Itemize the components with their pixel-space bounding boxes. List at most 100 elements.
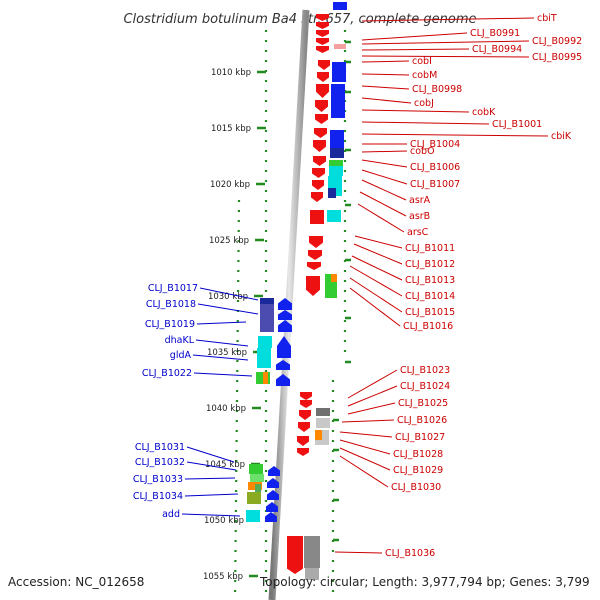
accession-text: Accession: NC_012658 [8, 575, 144, 589]
gene-label-left: CLJ_B1033 [133, 474, 183, 485]
leader-line [347, 369, 398, 399]
gene-arrow-reverse [300, 400, 312, 408]
gene-box [329, 160, 343, 166]
gene-box [330, 130, 344, 148]
gene-arrow-forward [265, 512, 277, 522]
gene-box [328, 188, 336, 198]
gene-box [255, 484, 261, 492]
gene-box [246, 510, 260, 522]
gene-label-right: CLJ_B1028 [393, 449, 443, 460]
gene-label-right: CLJ_B1015 [405, 307, 455, 318]
gene-box [257, 348, 271, 368]
gene-box [329, 166, 343, 176]
leader-line [339, 431, 393, 438]
gene-label-right: cobI [412, 56, 432, 67]
gene-label-right: CLJ_B1007 [410, 179, 460, 190]
leader-line [197, 303, 259, 315]
gene-label-right: cbiT [537, 13, 557, 24]
gene-labels: cbiT CLJ_B0991 CLJ_B0992 CLJ_B0994 CLJ_B0995… [133, 13, 582, 559]
scale-label: 1010 kbp [211, 68, 251, 78]
leader-line [359, 191, 407, 217]
leader-line [353, 243, 403, 265]
leader-line [349, 277, 403, 313]
gene-box [287, 536, 303, 562]
gene-box [250, 474, 264, 482]
leader-line [361, 169, 408, 185]
gene-label-left: CLJ_B1032 [135, 457, 185, 468]
leader-line [347, 402, 396, 415]
gene-arrow-reverse [306, 282, 320, 296]
gene-label-right: CLJ_B1029 [393, 465, 443, 476]
gene-arrow-reverse [300, 392, 312, 400]
scale-label: 1015 kbp [211, 124, 251, 134]
gene-label-right: cobM [412, 70, 437, 81]
gene-label-right: CLJ_B1025 [398, 398, 448, 409]
scale-label: 1055 kbp [203, 572, 243, 582]
gene-box [331, 102, 345, 118]
leader-line [184, 477, 236, 480]
leader-line [361, 48, 470, 51]
gene-arrow-reverse [314, 128, 327, 138]
gene-label-right: CLJ_B0991 [470, 28, 520, 39]
leader-line [199, 287, 259, 301]
gene-arrow-reverse [316, 14, 329, 21]
gene-box [316, 408, 330, 416]
gene-label-left: CLJ_B1017 [148, 283, 198, 294]
gene-box [249, 464, 263, 474]
gene-arrow-reverse [312, 168, 325, 178]
scale-ticks: 1010 kbp 1015 kbp 1020 kbp 1025 kbp 1030 kbp… [203, 40, 351, 582]
gene-label-left: CLJ_B1034 [133, 491, 183, 502]
gene-label-left: CLJ_B1022 [142, 368, 192, 379]
gene-label-right: CLJ_B1011 [405, 243, 455, 254]
leader-line [339, 447, 391, 471]
gene-box [306, 276, 320, 282]
gene-label-right: CLJ_B1016 [403, 321, 453, 332]
gene-label-right: CLJ_B1024 [400, 381, 450, 392]
gene-box [332, 62, 346, 82]
gene-arrow-forward [268, 466, 280, 476]
gene-label-right: CLJ_B1012 [405, 259, 455, 270]
gene-arrow-forward [276, 360, 290, 370]
gene-label-right: asrB [409, 211, 430, 222]
gene-arrow-reverse [316, 30, 329, 37]
leader-line [334, 551, 383, 554]
gene-arrow-reverse [308, 250, 322, 260]
gene-arrow-reverse [307, 262, 321, 270]
leader-line [361, 121, 490, 125]
gene-label-right: CLJ_B1026 [397, 415, 447, 426]
leader-line [361, 60, 410, 63]
gene-label-right: CLJ_B1014 [405, 291, 455, 302]
gene-arrow-forward [278, 320, 292, 332]
leader-line [186, 446, 235, 463]
gene-arrow-reverse [318, 60, 330, 70]
gene-box [331, 274, 337, 282]
leader-line [181, 513, 241, 517]
gene-box [330, 148, 344, 158]
gene-label-right: CLJ_B0995 [532, 52, 582, 63]
gene-box [304, 536, 320, 568]
gene-arrow-forward [278, 310, 292, 320]
gene-arrow-reverse [315, 100, 328, 112]
gene-label-right: CLJ_B1027 [395, 432, 445, 443]
gene-label-left: CLJ_B1018 [146, 299, 196, 310]
gene-label-right: cbiK [551, 131, 572, 142]
leader-line [361, 133, 549, 137]
leader-line [361, 150, 408, 153]
leader-line [361, 85, 410, 90]
gene-box [247, 492, 261, 504]
gene-arrow-forward [267, 478, 279, 488]
leader-line [349, 265, 403, 297]
map-title: Clostridium botulinum Ba4 str. 657, comp… [123, 12, 476, 27]
gene-arrow-reverse [316, 84, 329, 98]
gene-box [258, 336, 272, 348]
scale-label: 1030 kbp [208, 292, 248, 302]
gene-box [334, 44, 346, 49]
leader-line [361, 73, 410, 76]
leader-line [361, 109, 470, 113]
gene-label-right: CLJ_B1036 [385, 548, 435, 559]
gene-box [327, 210, 341, 222]
gene-label-right: CLJ_B1001 [492, 119, 542, 130]
gene-arrow-reverse [313, 140, 326, 152]
gene-box [322, 430, 329, 440]
gene-label-right: CLJ_B0998 [412, 84, 462, 95]
